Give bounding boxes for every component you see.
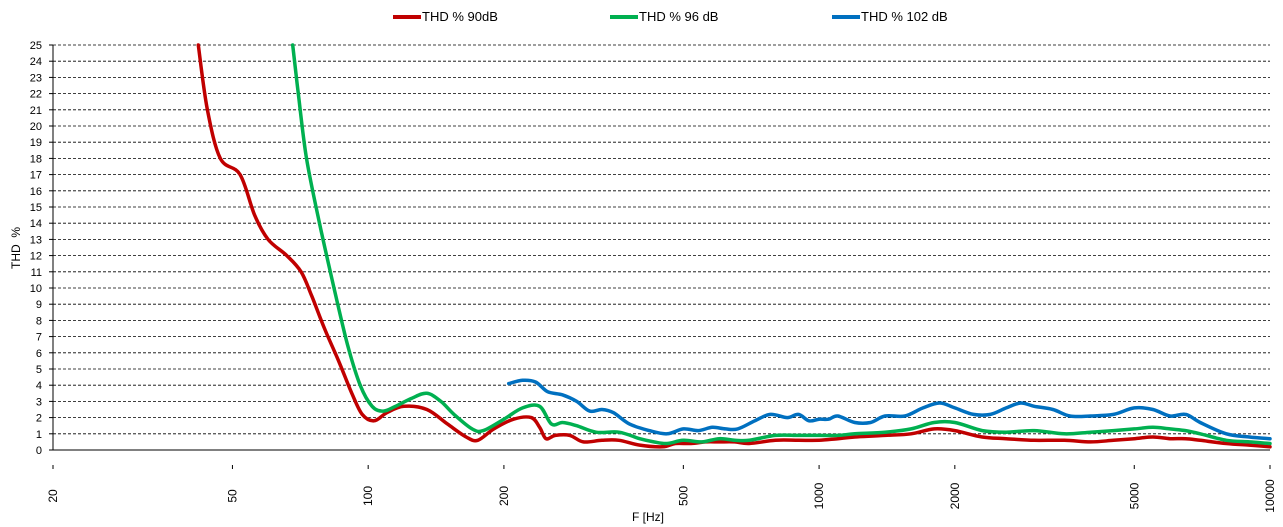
x-tick-label: 100 bbox=[361, 486, 375, 506]
y-tick-label: 6 bbox=[36, 348, 42, 360]
x-axis-title: F [Hz] bbox=[632, 510, 664, 524]
x-tick-label: 200 bbox=[497, 486, 511, 506]
x-tick-label: 20 bbox=[46, 489, 60, 503]
y-tick-label: 4 bbox=[36, 380, 42, 392]
y-tick-label: 12 bbox=[30, 251, 42, 263]
y-tick-label: 22 bbox=[30, 89, 42, 101]
legend: THD % 90dB THD % 96 dB THD % 102 dB bbox=[393, 9, 948, 24]
y-tick-label: 5 bbox=[36, 364, 42, 376]
y-tick-label: 8 bbox=[36, 315, 42, 327]
series-lines bbox=[196, 43, 1272, 449]
y-tick-label: 7 bbox=[36, 332, 42, 344]
y-tick-label: 11 bbox=[31, 267, 42, 279]
x-tick-label: 2000 bbox=[948, 482, 962, 509]
y-tick-label: 19 bbox=[30, 137, 42, 149]
y-tick-label: 15 bbox=[30, 202, 42, 214]
x-tick-label: 1000 bbox=[812, 482, 826, 509]
y-tick-label: 10 bbox=[30, 283, 42, 295]
legend-label-1: THD % 90dB bbox=[422, 9, 498, 24]
y-tick-label: 18 bbox=[30, 153, 42, 165]
x-tick-label: 10000 bbox=[1263, 479, 1277, 513]
x-tick-label: 50 bbox=[225, 489, 239, 503]
y-tick-label: 3 bbox=[36, 396, 42, 408]
series-line-3 bbox=[506, 378, 1272, 441]
y-tick-label: 0 bbox=[36, 445, 42, 457]
y-tick-label: 20 bbox=[30, 121, 42, 133]
y-axis-title: THD % bbox=[9, 227, 23, 269]
y-tick-label: 23 bbox=[30, 72, 42, 84]
y-tick-labels: 0123456789101112131415161718192021222324… bbox=[30, 40, 42, 457]
x-tick-label: 5000 bbox=[1127, 482, 1141, 509]
y-tick-label: 16 bbox=[30, 186, 42, 198]
y-tick-label: 24 bbox=[30, 56, 42, 68]
y-tick-label: 17 bbox=[30, 170, 42, 182]
series-line-1 bbox=[196, 43, 1272, 449]
x-tick-label: 500 bbox=[676, 486, 690, 506]
y-tick-label: 9 bbox=[36, 299, 42, 311]
series-line-2 bbox=[290, 43, 1272, 446]
y-tick-label: 2 bbox=[36, 413, 42, 425]
y-tick-label: 14 bbox=[30, 218, 42, 230]
grid-lines bbox=[49, 44, 1270, 451]
y-tick-label: 25 bbox=[30, 40, 42, 52]
x-tick-labels: 20 50 100 200 500 1000 2000 5000 10000 bbox=[46, 465, 1277, 513]
legend-label-2: THD % 96 dB bbox=[639, 9, 718, 24]
legend-label-3: THD % 102 dB bbox=[861, 9, 948, 24]
y-tick-label: 21 bbox=[30, 105, 42, 117]
y-tick-label: 1 bbox=[36, 429, 42, 441]
y-tick-label: 13 bbox=[30, 234, 42, 246]
axes bbox=[52, 45, 1270, 451]
